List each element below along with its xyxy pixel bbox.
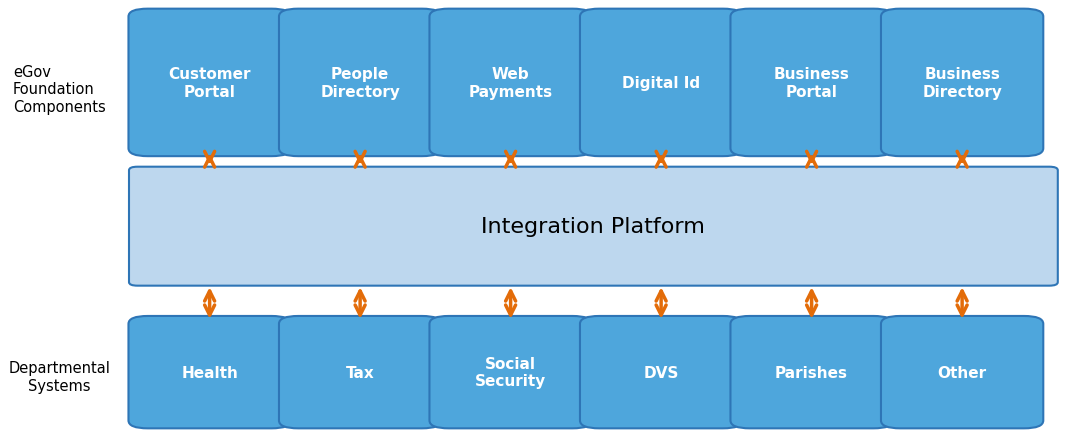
FancyBboxPatch shape bbox=[580, 316, 743, 428]
Text: Web
Payments: Web Payments bbox=[469, 67, 553, 99]
FancyBboxPatch shape bbox=[731, 316, 892, 428]
FancyBboxPatch shape bbox=[882, 316, 1044, 428]
FancyBboxPatch shape bbox=[129, 316, 290, 428]
Text: Digital Id: Digital Id bbox=[622, 76, 700, 91]
Text: Health: Health bbox=[182, 365, 238, 380]
FancyBboxPatch shape bbox=[280, 316, 441, 428]
Text: Parishes: Parishes bbox=[775, 365, 848, 380]
FancyBboxPatch shape bbox=[280, 10, 441, 157]
Text: People
Directory: People Directory bbox=[320, 67, 400, 99]
Text: Social
Security: Social Security bbox=[475, 356, 546, 389]
FancyBboxPatch shape bbox=[129, 167, 1058, 286]
FancyBboxPatch shape bbox=[430, 10, 592, 157]
Text: Business
Directory: Business Directory bbox=[922, 67, 1002, 99]
FancyBboxPatch shape bbox=[580, 10, 743, 157]
Text: DVS: DVS bbox=[644, 365, 678, 380]
FancyBboxPatch shape bbox=[430, 316, 592, 428]
FancyBboxPatch shape bbox=[129, 10, 290, 157]
Text: Customer
Portal: Customer Portal bbox=[169, 67, 250, 99]
Text: Tax: Tax bbox=[346, 365, 374, 380]
Text: Other: Other bbox=[937, 365, 987, 380]
Text: Integration Platform: Integration Platform bbox=[482, 217, 705, 237]
Text: eGov
Foundation
Components: eGov Foundation Components bbox=[13, 65, 105, 115]
FancyBboxPatch shape bbox=[882, 10, 1044, 157]
Text: Departmental
Systems: Departmental Systems bbox=[9, 360, 110, 393]
FancyBboxPatch shape bbox=[731, 10, 892, 157]
Text: Business
Portal: Business Portal bbox=[774, 67, 849, 99]
